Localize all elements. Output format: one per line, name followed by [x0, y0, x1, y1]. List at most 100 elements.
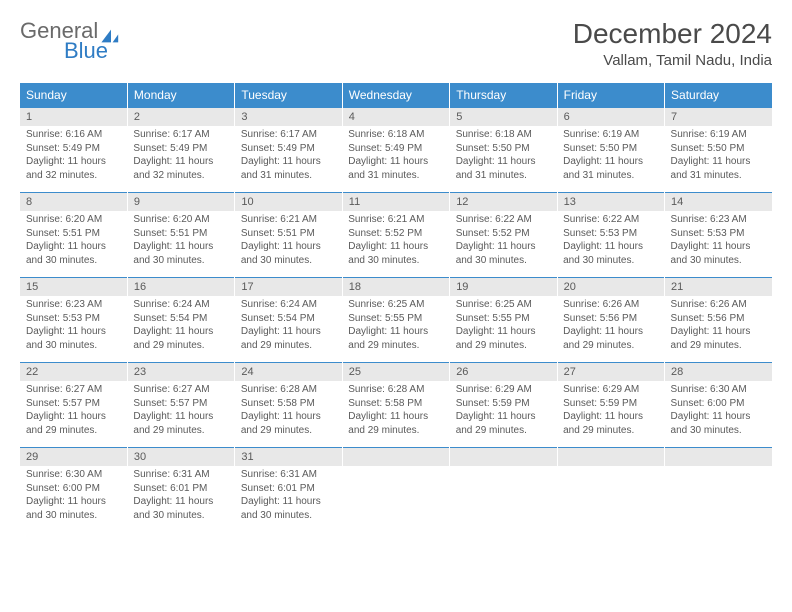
sunrise-line: Sunrise: 6:22 AM [563, 213, 658, 227]
day-number: 16 [127, 278, 234, 297]
day-detail: Sunrise: 6:24 AMSunset: 5:54 PMDaylight:… [127, 296, 234, 363]
day-number: 29 [20, 448, 127, 467]
brand-logo: GeneralBlue [20, 18, 122, 64]
daylight-line: Daylight: 11 hours and 29 minutes. [241, 410, 336, 437]
sunrise-line: Sunrise: 6:16 AM [26, 128, 121, 142]
day-detail: Sunrise: 6:31 AMSunset: 6:01 PMDaylight:… [127, 466, 234, 532]
title-block: December 2024 Vallam, Tamil Nadu, India [573, 18, 772, 69]
sunrise-line: Sunrise: 6:17 AM [241, 128, 336, 142]
daylight-line: Daylight: 11 hours and 29 minutes. [563, 410, 658, 437]
week-body-row: Sunrise: 6:30 AMSunset: 6:00 PMDaylight:… [20, 466, 772, 532]
daylight-line: Daylight: 11 hours and 30 minutes. [133, 495, 228, 522]
sunrise-line: Sunrise: 6:17 AM [133, 128, 228, 142]
empty-day-number [557, 448, 664, 467]
day-detail: Sunrise: 6:27 AMSunset: 5:57 PMDaylight:… [20, 381, 127, 448]
daylight-line: Daylight: 11 hours and 32 minutes. [26, 155, 121, 182]
sunset-line: Sunset: 5:58 PM [241, 397, 336, 411]
daylight-line: Daylight: 11 hours and 29 minutes. [348, 410, 443, 437]
daylight-line: Daylight: 11 hours and 30 minutes. [241, 240, 336, 267]
sunrise-line: Sunrise: 6:21 AM [348, 213, 443, 227]
daylight-line: Daylight: 11 hours and 32 minutes. [133, 155, 228, 182]
sunrise-line: Sunrise: 6:18 AM [348, 128, 443, 142]
empty-day-detail [342, 466, 449, 532]
daylight-line: Daylight: 11 hours and 29 minutes. [348, 325, 443, 352]
sunset-line: Sunset: 5:52 PM [348, 227, 443, 241]
day-detail: Sunrise: 6:22 AMSunset: 5:53 PMDaylight:… [557, 211, 664, 278]
day-detail: Sunrise: 6:20 AMSunset: 5:51 PMDaylight:… [20, 211, 127, 278]
day-number: 28 [665, 363, 772, 382]
sunset-line: Sunset: 6:01 PM [241, 482, 336, 496]
day-number: 3 [235, 108, 342, 127]
sunrise-line: Sunrise: 6:23 AM [26, 298, 121, 312]
day-number: 20 [557, 278, 664, 297]
sunset-line: Sunset: 5:50 PM [456, 142, 551, 156]
sunrise-line: Sunrise: 6:23 AM [671, 213, 766, 227]
day-detail: Sunrise: 6:28 AMSunset: 5:58 PMDaylight:… [235, 381, 342, 448]
week-num-row: 891011121314 [20, 193, 772, 212]
daylight-line: Daylight: 11 hours and 29 minutes. [241, 325, 336, 352]
day-detail: Sunrise: 6:27 AMSunset: 5:57 PMDaylight:… [127, 381, 234, 448]
week-body-row: Sunrise: 6:20 AMSunset: 5:51 PMDaylight:… [20, 211, 772, 278]
day-detail: Sunrise: 6:29 AMSunset: 5:59 PMDaylight:… [557, 381, 664, 448]
day-number: 17 [235, 278, 342, 297]
day-detail: Sunrise: 6:24 AMSunset: 5:54 PMDaylight:… [235, 296, 342, 363]
sunset-line: Sunset: 5:59 PM [563, 397, 658, 411]
daylight-line: Daylight: 11 hours and 30 minutes. [133, 240, 228, 267]
day-number: 8 [20, 193, 127, 212]
sunrise-line: Sunrise: 6:21 AM [241, 213, 336, 227]
day-detail: Sunrise: 6:23 AMSunset: 5:53 PMDaylight:… [20, 296, 127, 363]
day-number: 6 [557, 108, 664, 127]
daylight-line: Daylight: 11 hours and 30 minutes. [26, 240, 121, 267]
day-number: 2 [127, 108, 234, 127]
week-body-row: Sunrise: 6:23 AMSunset: 5:53 PMDaylight:… [20, 296, 772, 363]
daylight-line: Daylight: 11 hours and 29 minutes. [26, 410, 121, 437]
day-detail: Sunrise: 6:17 AMSunset: 5:49 PMDaylight:… [235, 126, 342, 193]
day-number: 9 [127, 193, 234, 212]
sunset-line: Sunset: 5:56 PM [671, 312, 766, 326]
sunrise-line: Sunrise: 6:19 AM [563, 128, 658, 142]
sunrise-line: Sunrise: 6:24 AM [241, 298, 336, 312]
week-body-row: Sunrise: 6:16 AMSunset: 5:49 PMDaylight:… [20, 126, 772, 193]
day-number: 30 [127, 448, 234, 467]
sunset-line: Sunset: 5:55 PM [456, 312, 551, 326]
sunset-line: Sunset: 5:49 PM [26, 142, 121, 156]
day-number: 1 [20, 108, 127, 127]
day-detail: Sunrise: 6:29 AMSunset: 5:59 PMDaylight:… [450, 381, 557, 448]
sunrise-line: Sunrise: 6:26 AM [563, 298, 658, 312]
day-number: 31 [235, 448, 342, 467]
day-number: 26 [450, 363, 557, 382]
day-number: 19 [450, 278, 557, 297]
week-num-row: 15161718192021 [20, 278, 772, 297]
day-detail: Sunrise: 6:25 AMSunset: 5:55 PMDaylight:… [450, 296, 557, 363]
daylight-line: Daylight: 11 hours and 30 minutes. [563, 240, 658, 267]
sunset-line: Sunset: 6:00 PM [26, 482, 121, 496]
daylight-line: Daylight: 11 hours and 29 minutes. [671, 325, 766, 352]
day-number: 18 [342, 278, 449, 297]
day-detail: Sunrise: 6:18 AMSunset: 5:49 PMDaylight:… [342, 126, 449, 193]
day-number: 23 [127, 363, 234, 382]
weekday-header: Saturday [665, 83, 772, 108]
sunrise-line: Sunrise: 6:19 AM [671, 128, 766, 142]
sunset-line: Sunset: 5:54 PM [133, 312, 228, 326]
calendar-table: SundayMondayTuesdayWednesdayThursdayFrid… [20, 83, 772, 532]
empty-day-number [450, 448, 557, 467]
empty-day-detail [557, 466, 664, 532]
day-detail: Sunrise: 6:19 AMSunset: 5:50 PMDaylight:… [665, 126, 772, 193]
day-number: 7 [665, 108, 772, 127]
day-number: 10 [235, 193, 342, 212]
day-detail: Sunrise: 6:26 AMSunset: 5:56 PMDaylight:… [557, 296, 664, 363]
sunset-line: Sunset: 5:49 PM [348, 142, 443, 156]
daylight-line: Daylight: 11 hours and 30 minutes. [671, 240, 766, 267]
daylight-line: Daylight: 11 hours and 30 minutes. [348, 240, 443, 267]
sunset-line: Sunset: 5:51 PM [241, 227, 336, 241]
day-detail: Sunrise: 6:25 AMSunset: 5:55 PMDaylight:… [342, 296, 449, 363]
week-num-row: 1234567 [20, 108, 772, 127]
weekday-header: Wednesday [342, 83, 449, 108]
location: Vallam, Tamil Nadu, India [573, 52, 772, 69]
sunset-line: Sunset: 5:50 PM [671, 142, 766, 156]
sunrise-line: Sunrise: 6:27 AM [26, 383, 121, 397]
day-detail: Sunrise: 6:28 AMSunset: 5:58 PMDaylight:… [342, 381, 449, 448]
sunrise-line: Sunrise: 6:24 AM [133, 298, 228, 312]
day-detail: Sunrise: 6:18 AMSunset: 5:50 PMDaylight:… [450, 126, 557, 193]
day-detail: Sunrise: 6:31 AMSunset: 6:01 PMDaylight:… [235, 466, 342, 532]
